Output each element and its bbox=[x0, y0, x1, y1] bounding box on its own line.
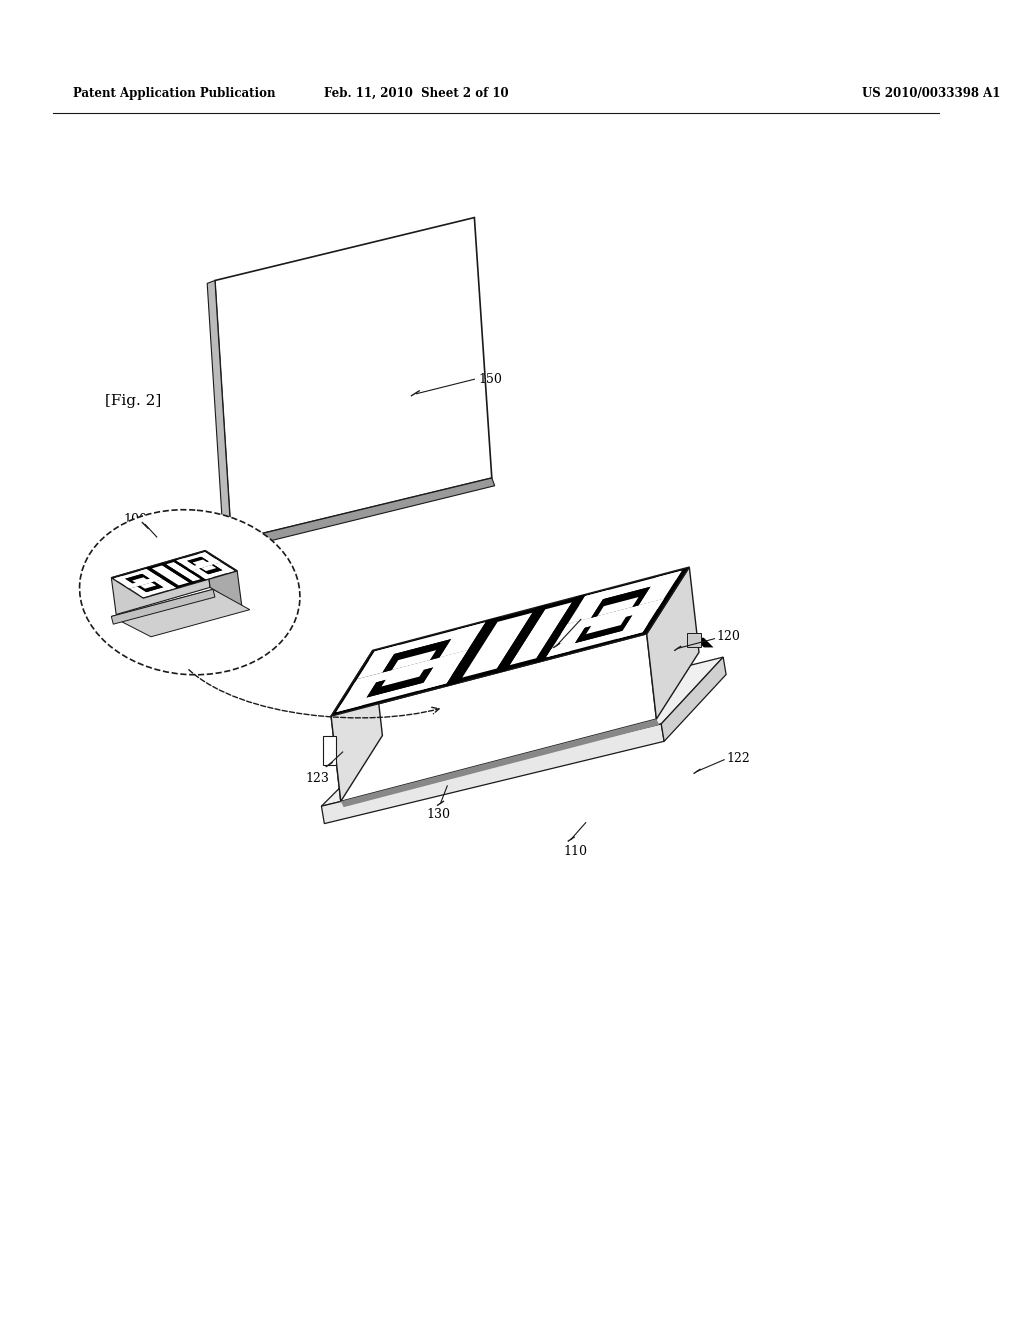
Polygon shape bbox=[215, 218, 492, 541]
Polygon shape bbox=[226, 478, 495, 552]
Polygon shape bbox=[176, 558, 200, 570]
Polygon shape bbox=[357, 644, 400, 678]
Polygon shape bbox=[662, 657, 726, 742]
Polygon shape bbox=[324, 735, 336, 764]
Polygon shape bbox=[369, 622, 485, 661]
Polygon shape bbox=[494, 605, 549, 673]
FancyArrowPatch shape bbox=[188, 669, 439, 718]
Polygon shape bbox=[125, 576, 163, 589]
Polygon shape bbox=[171, 560, 207, 581]
Text: 121: 121 bbox=[583, 610, 606, 623]
Text: US 2010/0033398 A1: US 2010/0033398 A1 bbox=[861, 87, 1000, 100]
Polygon shape bbox=[444, 616, 501, 686]
Polygon shape bbox=[145, 566, 181, 589]
Text: 123: 123 bbox=[306, 772, 330, 784]
Polygon shape bbox=[112, 589, 250, 636]
Polygon shape bbox=[176, 552, 209, 562]
Text: Feb. 11, 2010  Sheet 2 of 10: Feb. 11, 2010 Sheet 2 of 10 bbox=[324, 87, 509, 100]
Polygon shape bbox=[462, 612, 532, 677]
Polygon shape bbox=[382, 660, 430, 686]
Polygon shape bbox=[586, 607, 632, 634]
Polygon shape bbox=[193, 569, 213, 579]
Polygon shape bbox=[694, 638, 714, 647]
Polygon shape bbox=[112, 550, 238, 598]
Polygon shape bbox=[193, 560, 212, 568]
Polygon shape bbox=[336, 676, 452, 711]
Polygon shape bbox=[198, 552, 221, 565]
Polygon shape bbox=[213, 562, 234, 573]
Polygon shape bbox=[202, 565, 216, 572]
Polygon shape bbox=[112, 550, 210, 615]
Text: 122: 122 bbox=[726, 752, 750, 766]
Polygon shape bbox=[534, 594, 587, 664]
Polygon shape bbox=[591, 586, 650, 618]
Polygon shape bbox=[567, 590, 609, 624]
Polygon shape bbox=[139, 585, 176, 597]
Text: [Fig. 2]: [Fig. 2] bbox=[104, 393, 161, 408]
Polygon shape bbox=[112, 589, 215, 624]
Polygon shape bbox=[114, 577, 136, 587]
Polygon shape bbox=[114, 569, 151, 581]
Polygon shape bbox=[341, 719, 659, 807]
Polygon shape bbox=[322, 657, 723, 807]
Polygon shape bbox=[137, 582, 163, 593]
Text: 150: 150 bbox=[478, 372, 502, 385]
Polygon shape bbox=[382, 639, 452, 672]
Polygon shape bbox=[132, 577, 152, 586]
Polygon shape bbox=[331, 634, 656, 801]
Text: 100: 100 bbox=[124, 513, 147, 527]
Polygon shape bbox=[130, 586, 151, 597]
Polygon shape bbox=[125, 574, 150, 583]
Polygon shape bbox=[392, 651, 436, 671]
Polygon shape bbox=[575, 615, 632, 643]
Polygon shape bbox=[546, 618, 591, 657]
Polygon shape bbox=[200, 565, 222, 574]
Polygon shape bbox=[419, 651, 468, 690]
Polygon shape bbox=[207, 280, 231, 544]
Polygon shape bbox=[639, 570, 682, 606]
Text: 120: 120 bbox=[717, 630, 740, 643]
Polygon shape bbox=[160, 562, 196, 583]
Text: Patent Application Publication: Patent Application Publication bbox=[73, 87, 275, 100]
Polygon shape bbox=[597, 597, 639, 616]
Polygon shape bbox=[331, 568, 689, 717]
Polygon shape bbox=[351, 651, 468, 689]
Polygon shape bbox=[187, 557, 209, 565]
Polygon shape bbox=[561, 599, 664, 634]
Polygon shape bbox=[331, 651, 382, 801]
Polygon shape bbox=[617, 599, 664, 639]
Polygon shape bbox=[140, 582, 157, 589]
Polygon shape bbox=[336, 676, 380, 711]
Polygon shape bbox=[580, 570, 682, 606]
Polygon shape bbox=[647, 568, 699, 719]
Polygon shape bbox=[322, 723, 665, 824]
Polygon shape bbox=[687, 632, 700, 647]
Polygon shape bbox=[138, 569, 163, 582]
Polygon shape bbox=[367, 668, 433, 697]
Polygon shape bbox=[439, 622, 485, 657]
Text: 110: 110 bbox=[563, 845, 588, 858]
Polygon shape bbox=[546, 624, 647, 657]
Polygon shape bbox=[152, 565, 189, 586]
Polygon shape bbox=[166, 562, 201, 581]
Polygon shape bbox=[187, 560, 221, 570]
Polygon shape bbox=[202, 568, 234, 579]
Polygon shape bbox=[155, 579, 176, 590]
Ellipse shape bbox=[80, 510, 300, 675]
Polygon shape bbox=[510, 602, 572, 665]
Polygon shape bbox=[205, 550, 242, 607]
Text: 130: 130 bbox=[426, 808, 450, 821]
